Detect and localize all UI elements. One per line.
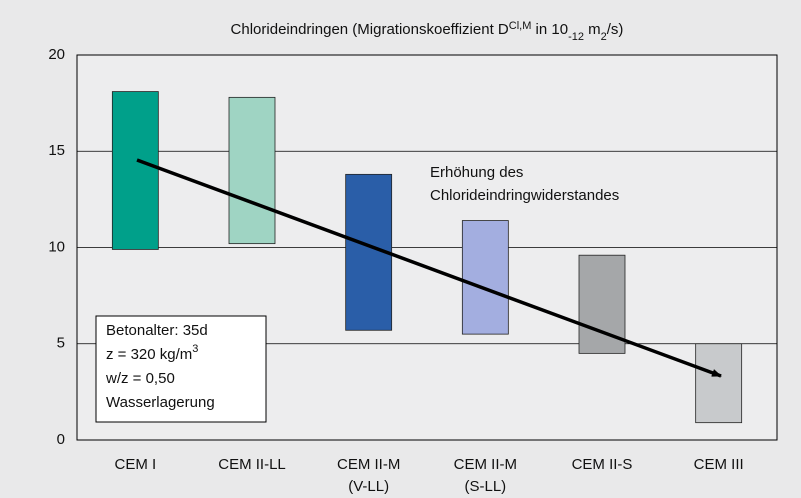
title-part: Cl,M bbox=[509, 20, 532, 32]
x-tick-label: CEM II-LL bbox=[218, 456, 286, 473]
annotation: Chlorideindringwiderstandes bbox=[430, 187, 619, 204]
info-part: Wasserlagerung bbox=[106, 394, 215, 411]
y-tick-label: 0 bbox=[57, 431, 65, 448]
info-part: z = 320 kg/m bbox=[106, 346, 192, 363]
trend-arrow bbox=[136, 158, 722, 378]
info-line: w/z = 0,50 bbox=[105, 370, 175, 387]
annotation: Erhöhung des bbox=[430, 164, 523, 181]
bar bbox=[461, 220, 509, 335]
chart-title: Chlorideindringen (Migrationskoeffizient… bbox=[231, 20, 624, 43]
title-part: m bbox=[584, 21, 601, 38]
y-tick-label: 15 bbox=[48, 142, 65, 159]
info-line: z = 320 kg/m3 bbox=[106, 343, 198, 363]
title-part: Chlorideindringen (Migrationskoeffizient… bbox=[231, 21, 509, 38]
y-tick-label: 10 bbox=[48, 238, 65, 255]
title-part: /s) bbox=[607, 21, 624, 38]
title-part: in 10 bbox=[531, 21, 568, 38]
bar bbox=[111, 91, 159, 250]
y-tick-label: 5 bbox=[57, 335, 65, 352]
x-tick-label: (V-LL) bbox=[348, 478, 389, 495]
x-tick-label: CEM II-M bbox=[454, 456, 517, 473]
title-part: 2 bbox=[601, 31, 607, 43]
y-tick-label: 20 bbox=[48, 46, 65, 63]
x-tick-label: CEM II-S bbox=[572, 456, 633, 473]
info-box bbox=[95, 315, 267, 423]
plot-area: 0 5 10 15 20 CEM I CEM II-LL CEM II-M (V-LL) CEM … bbox=[48, 46, 778, 495]
bar bbox=[228, 96, 276, 245]
info-part: Betonalter: 35d bbox=[106, 322, 208, 339]
info-line: Betonalter: 35d bbox=[106, 322, 208, 339]
x-tick-label: CEM I bbox=[114, 456, 156, 473]
x-tick-label: CEM III bbox=[694, 456, 744, 473]
x-tick-label: CEM II-M bbox=[337, 456, 400, 473]
info-part: 3 bbox=[192, 343, 198, 355]
info-part: w/z = 0,50 bbox=[105, 370, 175, 387]
info-line: Wasserlagerung bbox=[106, 394, 215, 411]
x-tick-label: (S-LL) bbox=[464, 478, 506, 495]
bar bbox=[695, 343, 743, 424]
title-part: -12 bbox=[568, 31, 584, 43]
overlay: Erhöhung des Chlorideindringwiderstandes B… bbox=[105, 164, 619, 411]
